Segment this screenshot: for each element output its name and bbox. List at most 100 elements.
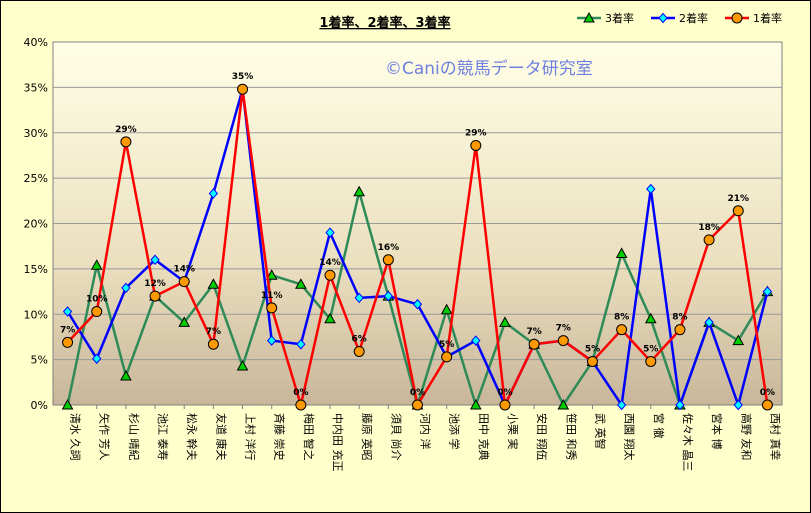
y-tick-label: 30% — [24, 127, 48, 140]
data-point-triangle — [207, 278, 220, 289]
data-point-diamond — [616, 399, 627, 411]
data-label: 21% — [727, 194, 749, 204]
x-category-label: 池添 学 — [448, 413, 462, 450]
data-point-triangle — [615, 247, 628, 258]
data-point-circle — [499, 399, 511, 411]
data-point-triangle — [644, 312, 657, 324]
data-point-diamond — [704, 317, 714, 328]
data-label: 7% — [206, 327, 221, 337]
data-label: 6% — [352, 334, 367, 344]
data-point-triangle — [732, 334, 745, 346]
data-point-triangle — [557, 398, 570, 410]
data-point-triangle — [120, 369, 132, 381]
data-point-diamond — [646, 183, 656, 195]
data-label: 0% — [760, 388, 775, 398]
data-label: 7% — [526, 327, 541, 337]
legend-item: 2着率 — [651, 11, 708, 25]
y-tick-label: 35% — [24, 81, 48, 94]
data-label: 0% — [497, 388, 512, 398]
data-point-circle — [761, 399, 773, 411]
x-category-label: 西村 真幸 — [768, 413, 782, 461]
data-point-circle — [703, 234, 715, 246]
data-point-diamond — [762, 286, 773, 297]
data-label: 14% — [173, 265, 195, 275]
y-tick-label: 5% — [31, 354, 48, 367]
watermark: ©Caniの競馬データ研究室 — [385, 58, 593, 79]
x-category-label: 友道 康夫 — [214, 413, 228, 461]
data-point-diamond — [733, 399, 743, 411]
legend-item: 1着率 — [725, 11, 782, 25]
x-category-label: 宮 徹 — [652, 413, 666, 439]
data-point-circle — [178, 276, 190, 288]
y-tick-label: 10% — [24, 308, 48, 321]
data-point-diamond — [675, 399, 685, 411]
data-point-diamond — [62, 306, 73, 317]
data-point-circle — [237, 83, 249, 95]
data-point-circle — [616, 324, 628, 336]
x-category-label: 高野 友和 — [739, 413, 753, 461]
x-category-label: 梅田 智之 — [302, 413, 316, 461]
x-category-label: 中内田 充正 — [331, 413, 345, 472]
data-point-triangle — [353, 185, 366, 197]
x-category-label: 西園 翔太 — [623, 413, 637, 461]
data-label: 16% — [378, 243, 400, 253]
data-point-diamond — [121, 282, 131, 294]
data-point-triangle — [236, 359, 249, 371]
data-labels: 7% 10% 29% 12% 14% 7% 35% 11% 0% 14% 6% 16% 0% 5% 29% 0… — [60, 72, 775, 398]
series-circle — [62, 83, 773, 411]
data-point-circle — [207, 338, 219, 350]
data-point-circle — [91, 306, 103, 318]
data-point-circle — [412, 399, 423, 411]
x-category-label: 小栗 実 — [506, 413, 520, 449]
x-category-label: 藤原 英昭 — [360, 413, 374, 461]
data-point-diamond — [412, 299, 423, 310]
data-point-diamond — [325, 227, 335, 238]
data-point-circle — [732, 205, 744, 217]
data-point-diamond — [208, 188, 219, 199]
x-category-label: 田中 克典 — [477, 413, 491, 461]
x-category-label: 松永 幹夫 — [185, 413, 199, 461]
data-point-diamond — [658, 12, 668, 24]
data-point-circle — [382, 254, 394, 266]
data-point-circle — [324, 269, 336, 281]
data-point-diamond — [471, 335, 481, 346]
data-point-circle — [353, 345, 365, 357]
series-group — [61, 83, 774, 411]
y-tick-label: 0% — [31, 399, 48, 412]
data-point-triangle — [583, 11, 595, 23]
x-category-label: 武 英智 — [593, 413, 607, 450]
data-label: 10% — [86, 295, 108, 305]
data-label: 7% — [60, 325, 75, 335]
data-point-circle — [557, 335, 569, 347]
data-point-diamond — [150, 254, 160, 266]
x-axis-categories: 清水 久詞 矢作 芳人 杉山 晴紀 池江 泰寿 松永 幹夫 友道 康夫 上村 洋行 斉藤 崇史… — [67, 405, 782, 472]
x-category-label: 須貝 尚介 — [389, 413, 403, 461]
data-label: 0% — [410, 388, 425, 398]
legend-item: 3着率 — [577, 11, 634, 25]
x-category-label: 笹田 和秀 — [564, 413, 577, 461]
data-point-triangle — [499, 316, 511, 327]
data-label: 11% — [261, 291, 283, 301]
data-label: 5% — [439, 340, 454, 350]
y-tick-label: 25% — [24, 172, 48, 185]
x-category-label: 上村 洋行 — [244, 413, 258, 461]
data-point-diamond — [296, 338, 306, 350]
x-category-label: 河内 洋 — [419, 413, 433, 450]
data-point-circle — [266, 302, 278, 314]
legend: 3着率 2着率 1着率 — [577, 11, 782, 25]
data-point-diamond — [383, 290, 394, 302]
data-point-triangle — [178, 316, 191, 327]
data-label: 5% — [643, 344, 658, 354]
data-point-triangle — [61, 398, 74, 410]
chart-title: 1着率、2着率、3着率 — [319, 15, 450, 31]
x-category-label: 矢作 芳人 — [98, 413, 112, 461]
data-label: 7% — [556, 324, 571, 334]
data-point-triangle — [265, 269, 278, 280]
data-label: 12% — [144, 279, 166, 289]
x-category-label: 清水 久詞 — [69, 413, 82, 461]
legend-label: 2着率 — [679, 11, 708, 25]
data-label: 29% — [115, 125, 137, 135]
data-point-circle — [586, 355, 598, 367]
data-point-triangle — [295, 278, 307, 289]
data-point-diamond — [92, 353, 102, 364]
